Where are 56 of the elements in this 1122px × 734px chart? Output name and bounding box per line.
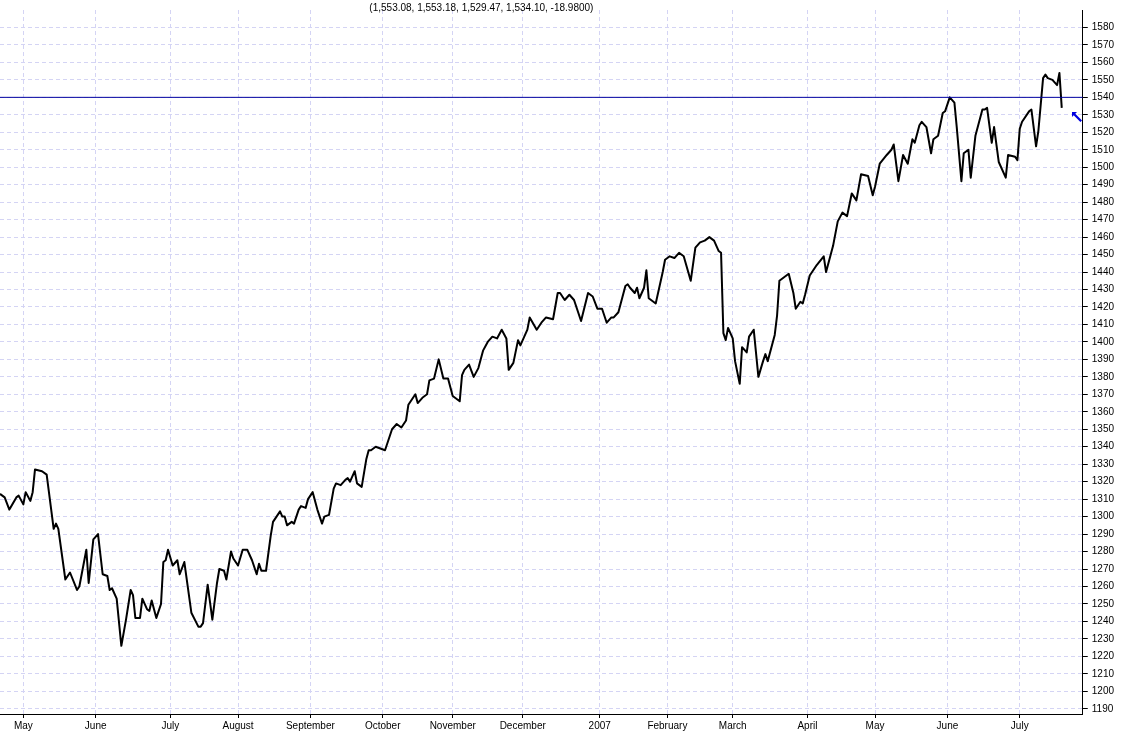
y-tick-label: 1470 xyxy=(1091,213,1115,225)
y-tick-label: 1540 xyxy=(1091,91,1115,103)
y-tick-label: 1200 xyxy=(1091,685,1115,697)
x-tick-label: December xyxy=(499,719,547,731)
x-tick-label: July xyxy=(1010,719,1029,731)
x-tick-label: April xyxy=(797,719,818,731)
y-tick-label: 1520 xyxy=(1091,126,1115,138)
chart-title: (1,553.08, 1,553.18, 1,529.47, 1,534.10, -18.9800) xyxy=(369,1,594,13)
y-tick-label: 1550 xyxy=(1091,73,1115,85)
x-tick-label: May xyxy=(13,719,33,731)
x-tick-label: September xyxy=(285,719,336,731)
y-tick-label: 1260 xyxy=(1091,580,1115,592)
y-tick-label: 1510 xyxy=(1091,143,1115,155)
x-tick-label: March xyxy=(718,719,747,731)
y-tick-label: 1430 xyxy=(1091,283,1115,295)
y-tick-label: 1570 xyxy=(1091,38,1115,50)
x-tick-label: 2007 xyxy=(588,719,612,731)
y-tick-label: 1390 xyxy=(1091,353,1115,365)
x-tick-label: June xyxy=(84,719,107,731)
y-tick-label: 1560 xyxy=(1091,56,1115,68)
y-tick-label: 1320 xyxy=(1091,475,1115,487)
y-tick-label: 1230 xyxy=(1091,632,1115,644)
y-tick-label: 1450 xyxy=(1091,248,1115,260)
y-tick-label: 1340 xyxy=(1091,440,1115,452)
y-tick-label: 1370 xyxy=(1091,388,1115,400)
y-tick-label: 1330 xyxy=(1091,457,1115,469)
y-tick-label: 1290 xyxy=(1091,527,1115,539)
x-tick-label: August xyxy=(222,719,254,731)
x-tick-label: February xyxy=(647,719,688,731)
y-tick-label: 1440 xyxy=(1091,265,1115,277)
y-tick-label: 1400 xyxy=(1091,335,1115,347)
y-tick-label: 1240 xyxy=(1091,615,1115,627)
y-tick-label: 1460 xyxy=(1091,230,1115,242)
x-tick-label: May xyxy=(865,719,885,731)
y-tick-label: 1190 xyxy=(1091,702,1114,714)
y-tick-label: 1580 xyxy=(1091,21,1115,33)
y-tick-label: 1500 xyxy=(1091,160,1115,172)
y-tick-label: 1420 xyxy=(1091,300,1115,312)
x-tick-label: October xyxy=(364,719,402,731)
y-tick-label: 1360 xyxy=(1091,405,1115,417)
y-tick-label: 1350 xyxy=(1091,423,1115,435)
y-tick-label: 1280 xyxy=(1091,545,1115,557)
y-tick-label: 1220 xyxy=(1091,650,1115,662)
x-tick-label: November xyxy=(429,719,477,731)
y-tick-label: 1210 xyxy=(1091,667,1115,679)
y-tick-label: 1480 xyxy=(1091,195,1115,207)
y-tick-label: 1250 xyxy=(1091,597,1115,609)
y-tick-label: 1530 xyxy=(1091,108,1115,120)
y-tick-label: 1490 xyxy=(1091,178,1115,190)
y-tick-label: 1410 xyxy=(1091,318,1115,330)
y-tick-label: 1270 xyxy=(1091,562,1115,574)
x-tick-label: July xyxy=(161,719,180,731)
y-tick-label: 1300 xyxy=(1091,510,1115,522)
y-tick-label: 1310 xyxy=(1091,492,1115,504)
y-tick-label: 1380 xyxy=(1091,370,1115,382)
x-tick-label: June xyxy=(936,719,959,731)
